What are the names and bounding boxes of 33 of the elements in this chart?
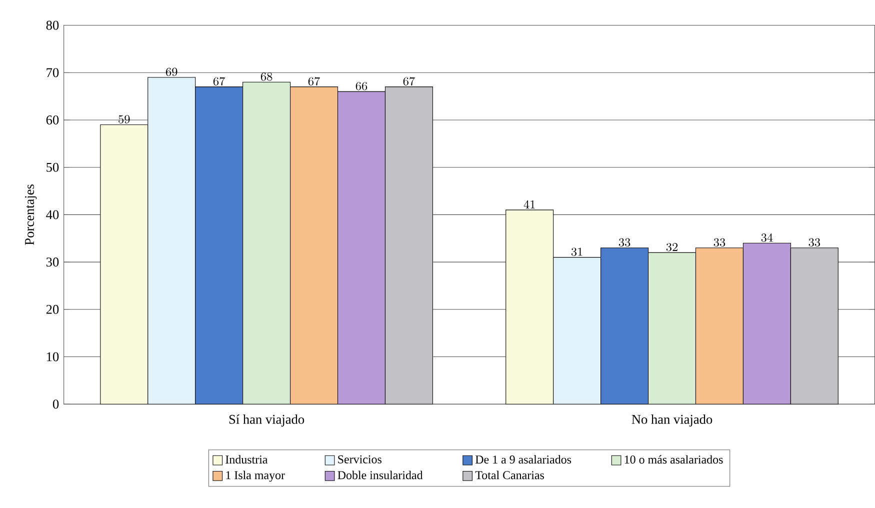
- legend-label: Doble insularidad: [338, 470, 423, 480]
- y-axis-title: Porcentajes: [25, 184, 37, 246]
- data-label: 41: [524, 200, 535, 208]
- x-tick-label: Sí han viajado: [229, 414, 304, 427]
- x-tick-label: No han viajado: [632, 414, 712, 427]
- y-tick-label: 50: [46, 162, 59, 172]
- legend-label: 1 Isla mayor: [226, 470, 285, 482]
- data-label: 67: [213, 77, 226, 86]
- data-label: 34: [761, 233, 773, 242]
- data-label: 33: [618, 238, 630, 247]
- y-tick-label: 0: [52, 400, 59, 409]
- y-tick-label: 70: [46, 68, 59, 78]
- y-tick-label: 20: [46, 305, 59, 314]
- data-label: 33: [714, 238, 726, 247]
- data-label: 31: [571, 248, 582, 256]
- y-tick-label: 40: [46, 210, 59, 220]
- legend-label: Total Canarias: [475, 470, 544, 480]
- data-label: 33: [808, 238, 820, 247]
- y-tick-label: 30: [46, 258, 59, 267]
- legend-label: 10 o más asalariados: [624, 455, 723, 464]
- y-tick-label: 80: [46, 20, 59, 30]
- data-label: 67: [308, 77, 320, 86]
- data-label: 69: [166, 68, 178, 76]
- legend-label: Servicios: [338, 455, 382, 464]
- data-label: 67: [403, 77, 415, 86]
- legend-label: Industria: [226, 455, 268, 464]
- data-label: 66: [356, 82, 368, 90]
- y-tick-label: 10: [46, 352, 59, 362]
- data-label: 59: [118, 115, 130, 124]
- y-tick-label: 60: [46, 116, 59, 125]
- data-label: 32: [666, 243, 678, 252]
- legend-label: De 1 a 9 asalariados: [475, 455, 572, 464]
- data-label: 68: [260, 72, 272, 81]
